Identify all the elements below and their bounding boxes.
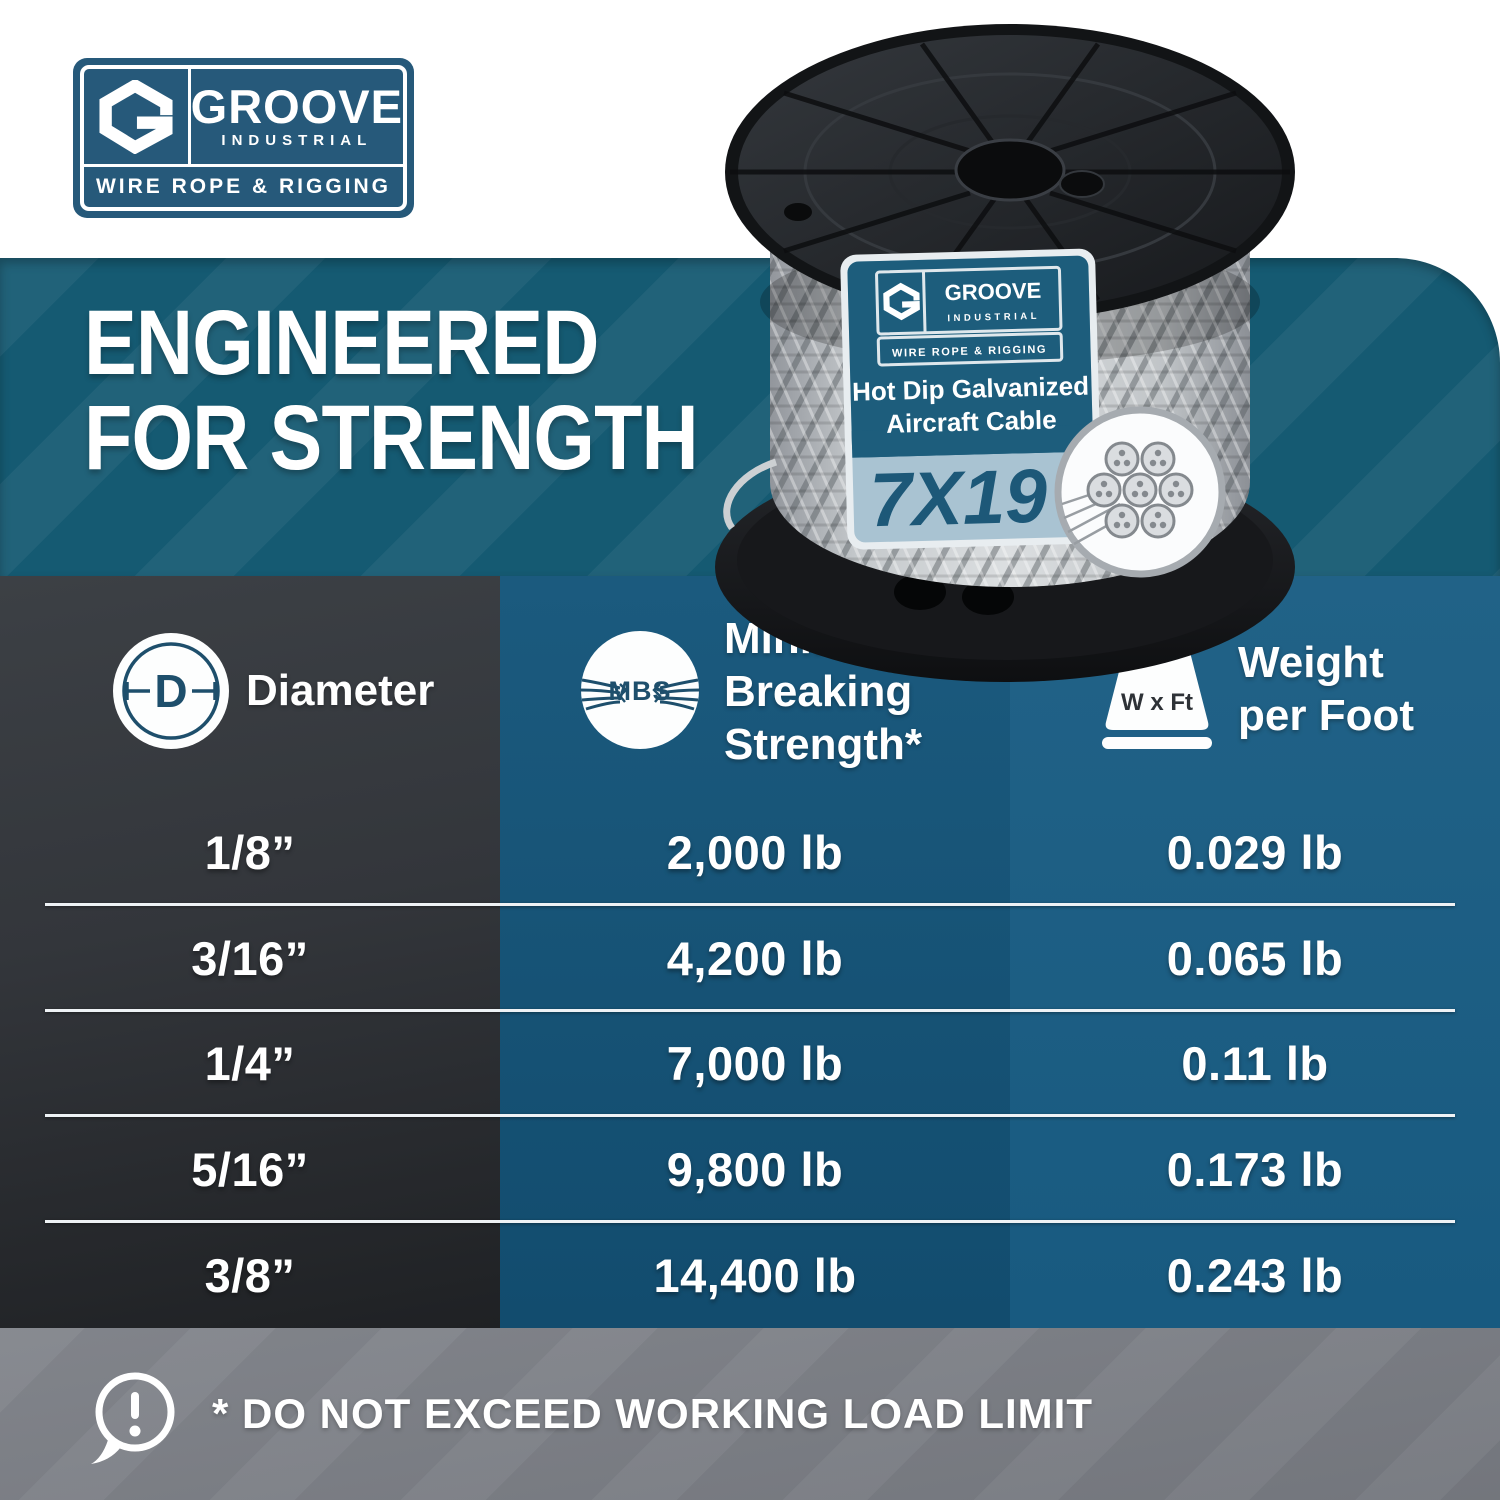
diameter-icon: D — [113, 633, 229, 749]
mbs-value: 2,000 lb — [666, 826, 844, 880]
mbs-value: 9,800 lb — [666, 1143, 844, 1197]
spool-product-label: GROOVE INDUSTRIAL WIRE ROPE & RIGGING Ho… — [840, 248, 1103, 550]
table-row: 5/16” 9,800 lb 0.173 lb — [0, 1117, 1500, 1223]
brand-logo: GROOVE INDUSTRIAL WIRE ROPE & RIGGING — [73, 58, 414, 218]
label-division: INDUSTRIAL — [947, 311, 1040, 324]
brand-tagline: WIRE ROPE & RIGGING — [95, 175, 391, 198]
label-product-line2: Aircraft Cable — [886, 404, 1057, 438]
cable-spool-photo: GROOVE INDUSTRIAL WIRE ROPE & RIGGING Ho… — [715, 24, 1295, 682]
cable-cross-section-icon — [1054, 406, 1226, 578]
diameter-column-band — [0, 576, 500, 1328]
label-brand: GROOVE — [944, 278, 1041, 306]
row-divider — [45, 1114, 1455, 1117]
table-row: 1/8” 2,000 lb 0.029 lb — [0, 800, 1500, 906]
weight-value: 0.173 lb — [1166, 1143, 1344, 1197]
brand-division: INDUSTRIAL — [221, 131, 373, 149]
weight-value: 0.11 lb — [1181, 1037, 1329, 1091]
diameter-value: 3/16” — [191, 931, 309, 985]
mbs-value: 4,200 lb — [666, 931, 844, 985]
mbs-icon: MBS — [580, 631, 700, 749]
hero-heading-line1: ENGINEERED — [84, 292, 599, 394]
table-row: 3/8” 14,400 lb 0.243 lb — [0, 1222, 1500, 1328]
weight-value: 0.243 lb — [1166, 1248, 1344, 1302]
weight-icon-text: W x Ft — [1121, 689, 1193, 716]
row-divider — [45, 903, 1455, 906]
hero-band — [0, 258, 1500, 576]
mbs-icon-frayed-cable — [580, 678, 700, 711]
loose-cable-end — [723, 458, 778, 531]
groove-g-icon — [99, 80, 173, 154]
label-construction: 7X19 — [869, 454, 1049, 544]
label-tagline: WIRE ROPE & RIGGING — [892, 344, 1047, 360]
hero-heading-line2: FOR STRENGTH — [84, 387, 699, 489]
mbs-value: 14,400 lb — [653, 1248, 857, 1302]
row-divider — [45, 1220, 1455, 1223]
diameter-icon-letter: D — [154, 665, 187, 717]
diameter-value: 5/16” — [191, 1143, 309, 1197]
brand-logo-frame: GROOVE INDUSTRIAL WIRE ROPE & RIGGING — [80, 65, 407, 211]
diameter-value: 3/8” — [204, 1248, 296, 1302]
diameter-value: 1/4” — [204, 1037, 296, 1091]
weight-column-band — [1010, 576, 1500, 1328]
spec-rows: 1/8” 2,000 lb 0.029 lb 3/16” 4,200 lb 0.… — [0, 800, 1500, 1328]
spec-table: D Diameter MBS Minimum Breaking Strength… — [0, 576, 1500, 1328]
table-row: 3/16” 4,200 lb 0.065 lb — [0, 906, 1500, 1012]
spool-label-logo: GROOVE INDUSTRIAL WIRE ROPE & RIGGING — [875, 265, 1064, 367]
weight-value: 0.029 lb — [1166, 826, 1344, 880]
warning-bubble-icon — [91, 1372, 175, 1464]
diameter-value: 1/8” — [204, 826, 296, 880]
mbs-value: 7,000 lb — [666, 1037, 844, 1091]
table-row: 1/4” 7,000 lb 0.11 lb — [0, 1011, 1500, 1117]
label-product-line1: Hot Dip Galvanized — [852, 371, 1090, 407]
spool-top-flange — [725, 24, 1295, 320]
footer-band: * DO NOT EXCEED WORKING LOAD LIMIT — [0, 1328, 1500, 1500]
weight-value: 0.065 lb — [1166, 931, 1344, 985]
row-divider — [45, 1009, 1455, 1012]
diameter-header-label: Diameter — [246, 666, 435, 715]
mbs-icon-text: MBS — [609, 676, 672, 706]
weight-header-label: Weight per Foot — [1238, 638, 1414, 740]
brand-name: GROOVE — [190, 79, 403, 133]
hero-heading: ENGINEERED FOR STRENGTH — [84, 292, 699, 489]
footnote-text: * DO NOT EXCEED WORKING LOAD LIMIT — [212, 1390, 1093, 1437]
